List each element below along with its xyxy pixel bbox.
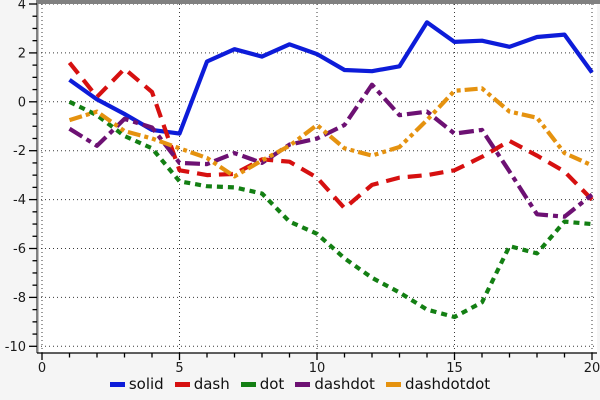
y-tick-label: 0 [18,95,26,110]
y-tick-label: 4 [18,0,26,13]
x-tick-label: 5 [175,361,183,376]
y-tick-label: -2 [13,144,26,159]
legend-swatch-dashdotdot [385,382,401,387]
legend-item-dot: dot [240,375,285,393]
legend-item-dashdot: dashdot [295,377,375,392]
chart-legend: solid dash dot dashdot dashdotdot [0,377,600,392]
x-tick-label: 15 [446,361,463,376]
y-tick-label: 2 [18,46,26,61]
plot-area [37,4,597,353]
legend-label: solid [128,375,164,393]
axes [29,3,597,360]
legend-swatch-solid [109,382,125,387]
y-tick-label: -8 [13,291,26,306]
y-tick-labels: 4 2 0 -2 -4 -6 -8 -10 [5,0,26,355]
x-tick-label: 0 [38,361,46,376]
series-dot [68,99,593,320]
legend-swatch-dash [174,382,190,387]
y-tick-label: -10 [5,340,26,355]
x-tick-label: 20 [584,361,600,376]
legend-item-solid: solid [109,375,164,393]
x-tick-label: 10 [309,361,326,376]
legend-swatch-dot [240,382,256,387]
legend-label: dash [193,375,230,393]
y-tick-label: -4 [13,193,26,208]
series-dashdot [68,82,594,219]
legend-label: dashdot [314,375,375,393]
legend-item-dashdotdot: dashdotdot [385,375,491,393]
left-spine [36,0,39,353]
legend-item-dash: dash [174,375,230,393]
top-spine [36,0,600,4]
y-tick-label: -6 [13,242,26,257]
legend-label: dot [259,375,285,393]
legend-label: dashdotdot [404,375,491,393]
legend-swatch-dashdot [295,382,311,387]
series-dash [67,61,594,211]
x-tick-labels: 0 5 10 15 20 [38,361,600,376]
series-dashdotdot [68,86,593,179]
